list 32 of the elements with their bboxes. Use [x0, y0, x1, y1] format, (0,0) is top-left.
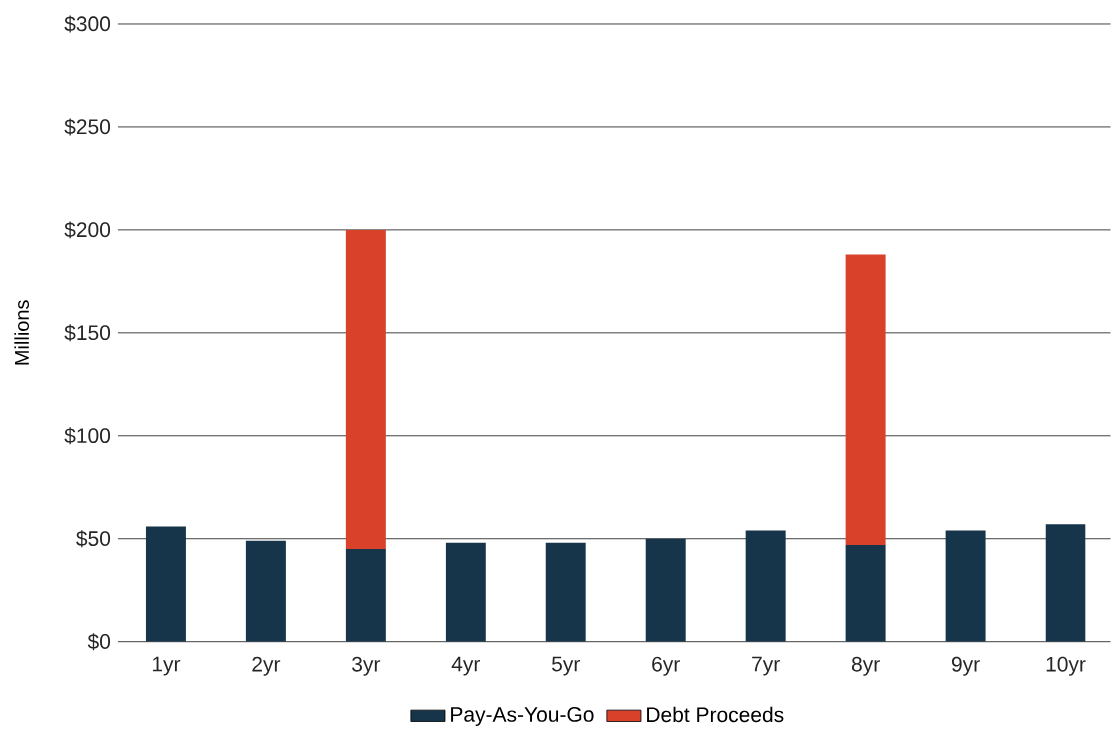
x-tick-label: 9yr: [951, 656, 980, 676]
bar: [145, 526, 186, 642]
bar: [445, 542, 486, 642]
bar: [845, 544, 886, 642]
x-tick-label: 7yr: [752, 656, 780, 676]
y-tick-label: $0: [87, 633, 111, 651]
y-tick-label: $100: [64, 427, 111, 445]
bar: [545, 542, 586, 642]
x-tick-label: 5yr: [552, 656, 580, 676]
bar: [945, 530, 986, 642]
legend-label: Pay-As-You-Go: [451, 707, 594, 727]
y-tick-label: $300: [64, 15, 111, 33]
y-tick-label: $150: [64, 324, 111, 342]
y-tick-label: $250: [64, 118, 111, 136]
y-axis-title: Millions: [14, 300, 30, 365]
bar: [1045, 524, 1086, 642]
x-tick-label: 10yr: [1046, 656, 1086, 676]
x-tick-label: 4yr: [451, 656, 481, 676]
y-tick-label: $200: [64, 221, 111, 239]
bar: [645, 538, 686, 642]
bar: [845, 254, 886, 545]
x-tick-label: 1yr: [152, 656, 181, 676]
bar: [345, 549, 386, 642]
x-tick-label: 8yr: [851, 656, 880, 676]
y-tick-label: $50: [76, 530, 111, 548]
bar: [245, 540, 286, 642]
x-tick-label: 6yr: [652, 656, 680, 676]
bar: [345, 229, 386, 550]
x-tick-label: 2yr: [252, 656, 281, 676]
x-tick-label: 3yr: [352, 656, 381, 676]
legend-label: Debt Proceeds: [647, 706, 784, 723]
bar: [745, 530, 786, 642]
